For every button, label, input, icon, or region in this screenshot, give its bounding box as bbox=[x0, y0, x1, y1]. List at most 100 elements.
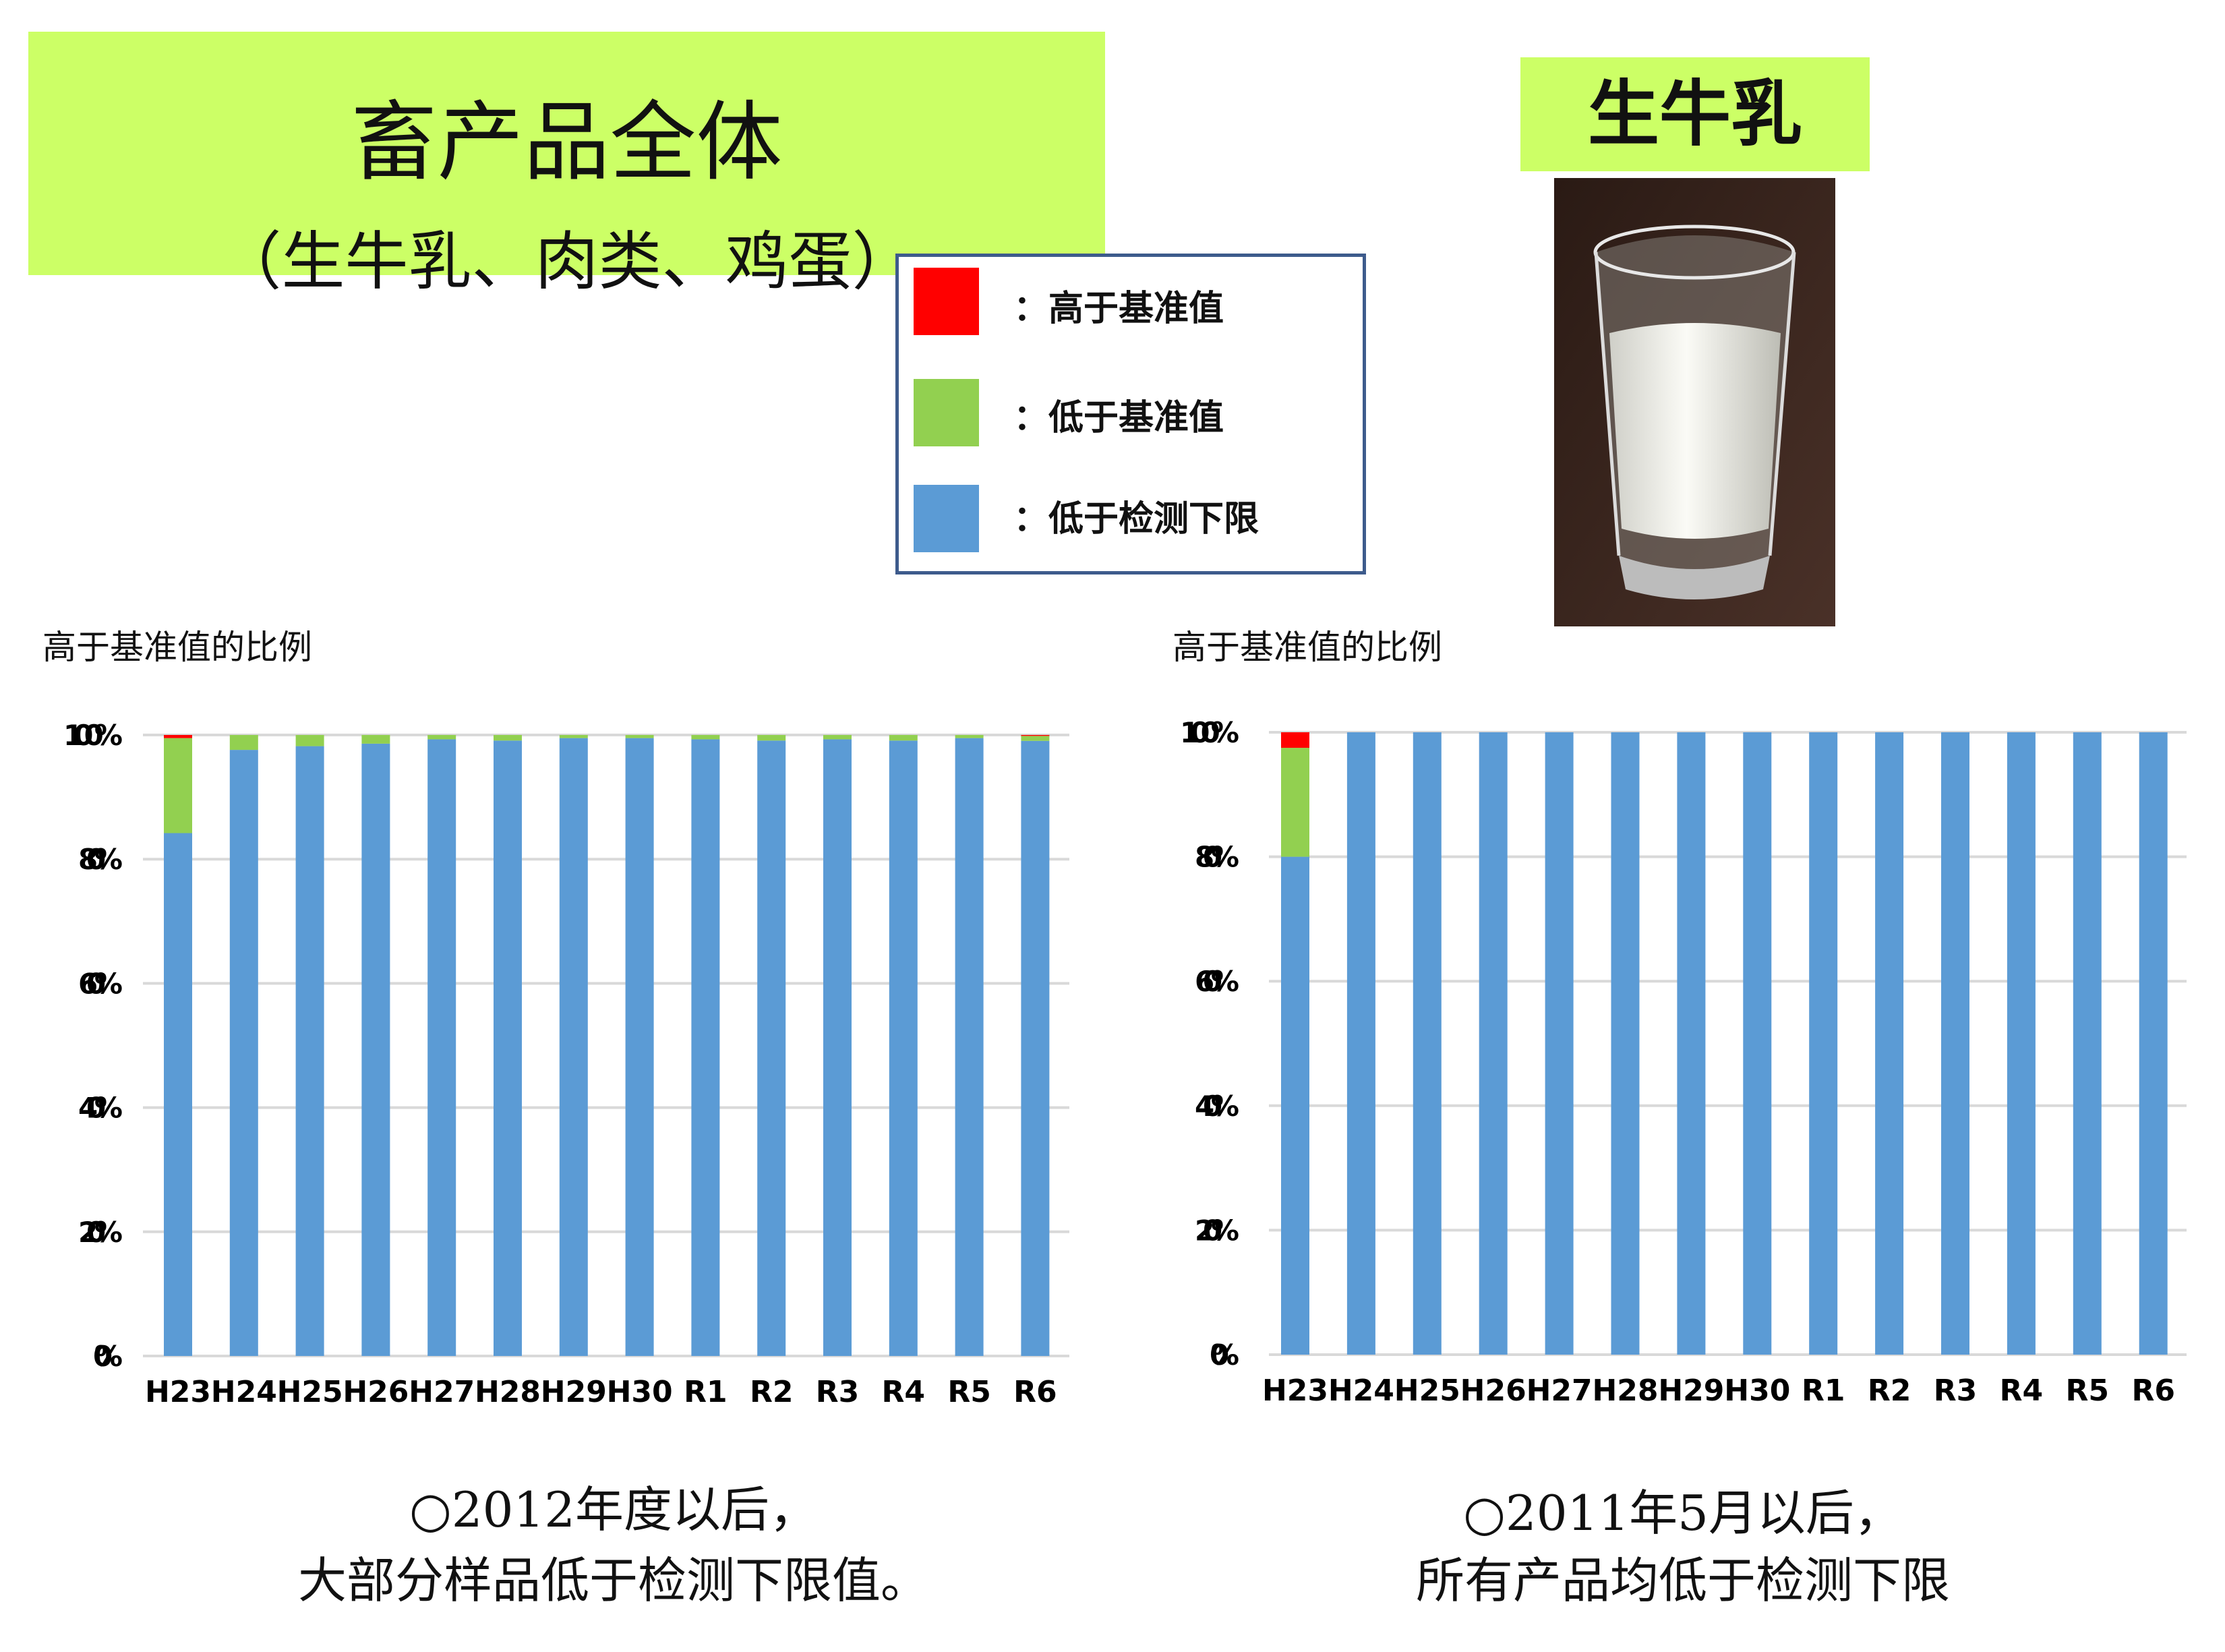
bar-segment-h30-0 bbox=[625, 738, 654, 1356]
bar-segment-h25-0 bbox=[1413, 732, 1442, 1355]
left-note-line2: 大部分样品低于检测下限值。 bbox=[297, 1552, 929, 1609]
title-banner: 畜产品全体 （生牛乳、肉类、鸡蛋） bbox=[28, 32, 1105, 299]
bar-segment-r4-0 bbox=[889, 740, 918, 1356]
x-tick-label: H27 bbox=[1526, 1374, 1593, 1408]
bar-segment-r6-2 bbox=[1021, 735, 1050, 736]
x-tick-label: H27 bbox=[409, 1375, 475, 1409]
bar-segment-h28-1 bbox=[494, 735, 522, 741]
x-tick-label: R3 bbox=[816, 1375, 860, 1409]
bar-segment-h23-1 bbox=[1281, 748, 1309, 857]
x-tick-label: R1 bbox=[684, 1375, 728, 1409]
bar-segment-r4-0 bbox=[2007, 732, 2036, 1355]
y-tick-label: 40% bbox=[1195, 1090, 1239, 1123]
y-tick-label: 80% bbox=[78, 843, 123, 876]
bar-segment-r2-0 bbox=[757, 740, 786, 1356]
x-tick-label: H28 bbox=[475, 1375, 541, 1409]
bar-segment-r6-0 bbox=[2139, 732, 2168, 1355]
legend-label-below-standard: ：低于基准值 bbox=[1013, 398, 1224, 438]
left-note-line1: ○2012年度以后， bbox=[409, 1481, 819, 1538]
legend: ：高于基准值 ：低于基准值 ：低于检测下限 bbox=[895, 254, 1366, 574]
legend-swatch-below-standard bbox=[914, 379, 979, 446]
bar-segment-h27-0 bbox=[1545, 732, 1574, 1355]
x-tick-label: H23 bbox=[145, 1375, 211, 1409]
x-tick-label: R4 bbox=[2000, 1374, 2044, 1408]
bar-segment-r4-1 bbox=[889, 735, 918, 741]
y-tick-label: 60% bbox=[78, 967, 123, 1000]
x-tick-label: H23 bbox=[1262, 1374, 1328, 1408]
bar-segment-r6-1 bbox=[1021, 736, 1050, 741]
y-tick-label: 100% bbox=[63, 719, 123, 752]
y-tick-label: 100% bbox=[1180, 716, 1239, 749]
x-tick-label: R5 bbox=[2066, 1374, 2110, 1408]
x-tick-label: R6 bbox=[2131, 1374, 2175, 1408]
bar-segment-r5-1 bbox=[955, 735, 984, 738]
x-tick-label: H28 bbox=[1592, 1374, 1658, 1408]
bar-segment-h25-0 bbox=[295, 746, 324, 1356]
bar-segment-h24-1 bbox=[229, 735, 258, 750]
bar-segment-h23-2 bbox=[164, 735, 192, 738]
bar-segment-h23-2 bbox=[1281, 732, 1309, 748]
x-tick-label: R2 bbox=[1868, 1374, 1911, 1408]
x-tick-label: H24 bbox=[211, 1375, 277, 1409]
y-tick-label: 20% bbox=[78, 1216, 123, 1249]
y-tick-label: 20% bbox=[1195, 1214, 1239, 1247]
bar-segment-h29-0 bbox=[559, 738, 588, 1356]
page-title: 畜产品全体 bbox=[351, 92, 783, 193]
bar-segment-h23-0 bbox=[164, 833, 192, 1356]
x-tick-label: H25 bbox=[1394, 1374, 1460, 1408]
x-tick-label: H29 bbox=[541, 1375, 607, 1409]
x-tick-label: H25 bbox=[277, 1375, 343, 1409]
bar-segment-r1-0 bbox=[1809, 732, 1838, 1355]
bar-segment-r2-0 bbox=[1875, 732, 1904, 1355]
bar-segment-r3-1 bbox=[823, 735, 852, 740]
y-tick-label: 80% bbox=[1195, 841, 1239, 874]
page-subtitle: （生牛乳、肉类、鸡蛋） bbox=[218, 225, 916, 299]
left-chart: 0% 20% 40% 60% 80% 100% H23 H24 H25 H26 H27 H28 H29 H… bbox=[63, 719, 1069, 1409]
bar-segment-h29-1 bbox=[559, 735, 588, 738]
bar-segment-h26-0 bbox=[1479, 732, 1508, 1355]
bar-segment-h30-0 bbox=[1743, 732, 1772, 1355]
x-tick-label: R4 bbox=[882, 1375, 926, 1409]
right-chart-title: 高于基准值的比例 bbox=[1173, 628, 1442, 667]
milk-title: 生牛乳 bbox=[1520, 57, 1870, 171]
bar-segment-h23-0 bbox=[1281, 856, 1309, 1355]
x-tick-label: H30 bbox=[607, 1375, 673, 1409]
bar-segment-h26-0 bbox=[361, 743, 390, 1356]
x-tick-label: H30 bbox=[1724, 1374, 1790, 1408]
bar-segment-h24-0 bbox=[1346, 732, 1375, 1355]
x-tick-label: H24 bbox=[1328, 1374, 1394, 1408]
y-tick-label: 0% bbox=[93, 1340, 123, 1373]
bar-segment-h28-0 bbox=[1611, 732, 1640, 1355]
bar-segment-h27-0 bbox=[427, 739, 456, 1356]
x-tick-label: R1 bbox=[1802, 1374, 1845, 1408]
bar-segment-r1-1 bbox=[691, 735, 720, 740]
legend-swatch-above-standard bbox=[914, 268, 979, 335]
bar-segment-h27-1 bbox=[427, 735, 456, 740]
x-tick-label: R3 bbox=[1934, 1374, 1978, 1408]
right-note-line2: 所有产品均低于检测下限 bbox=[1415, 1552, 1950, 1609]
x-tick-label: H26 bbox=[343, 1375, 409, 1409]
bar-segment-h25-1 bbox=[295, 735, 324, 746]
x-tick-label: R6 bbox=[1013, 1375, 1057, 1409]
right-chart: 0% 20% 40% 60% 80% 100% H23 H24 H25 H26 H27 H28 H29 H… bbox=[1180, 716, 2187, 1408]
legend-swatch-below-detection bbox=[914, 485, 979, 552]
bar-segment-h29-0 bbox=[1677, 732, 1706, 1355]
bar-segment-r1-0 bbox=[691, 739, 720, 1356]
bar-segment-r6-0 bbox=[1021, 740, 1050, 1356]
bar-segment-r3-0 bbox=[823, 739, 852, 1356]
bar-segment-h28-0 bbox=[494, 740, 522, 1356]
y-tick-label: 0% bbox=[1210, 1338, 1239, 1371]
bar-segment-r3-0 bbox=[1941, 732, 1969, 1355]
bar-segment-h30-1 bbox=[625, 735, 654, 738]
left-chart-title: 高于基准值的比例 bbox=[42, 628, 312, 667]
bar-segment-r5-0 bbox=[2073, 732, 2102, 1355]
x-tick-label: H29 bbox=[1658, 1374, 1724, 1408]
x-tick-label: R2 bbox=[750, 1375, 794, 1409]
x-tick-label: R5 bbox=[947, 1375, 991, 1409]
y-tick-label: 60% bbox=[1195, 965, 1239, 998]
bar-segment-r5-0 bbox=[955, 738, 984, 1356]
milk-glass-photo bbox=[1554, 178, 1835, 626]
y-tick-label: 40% bbox=[78, 1092, 123, 1125]
legend-label-above-standard: ：高于基准值 bbox=[1013, 289, 1224, 329]
bar-segment-h24-0 bbox=[229, 750, 258, 1356]
